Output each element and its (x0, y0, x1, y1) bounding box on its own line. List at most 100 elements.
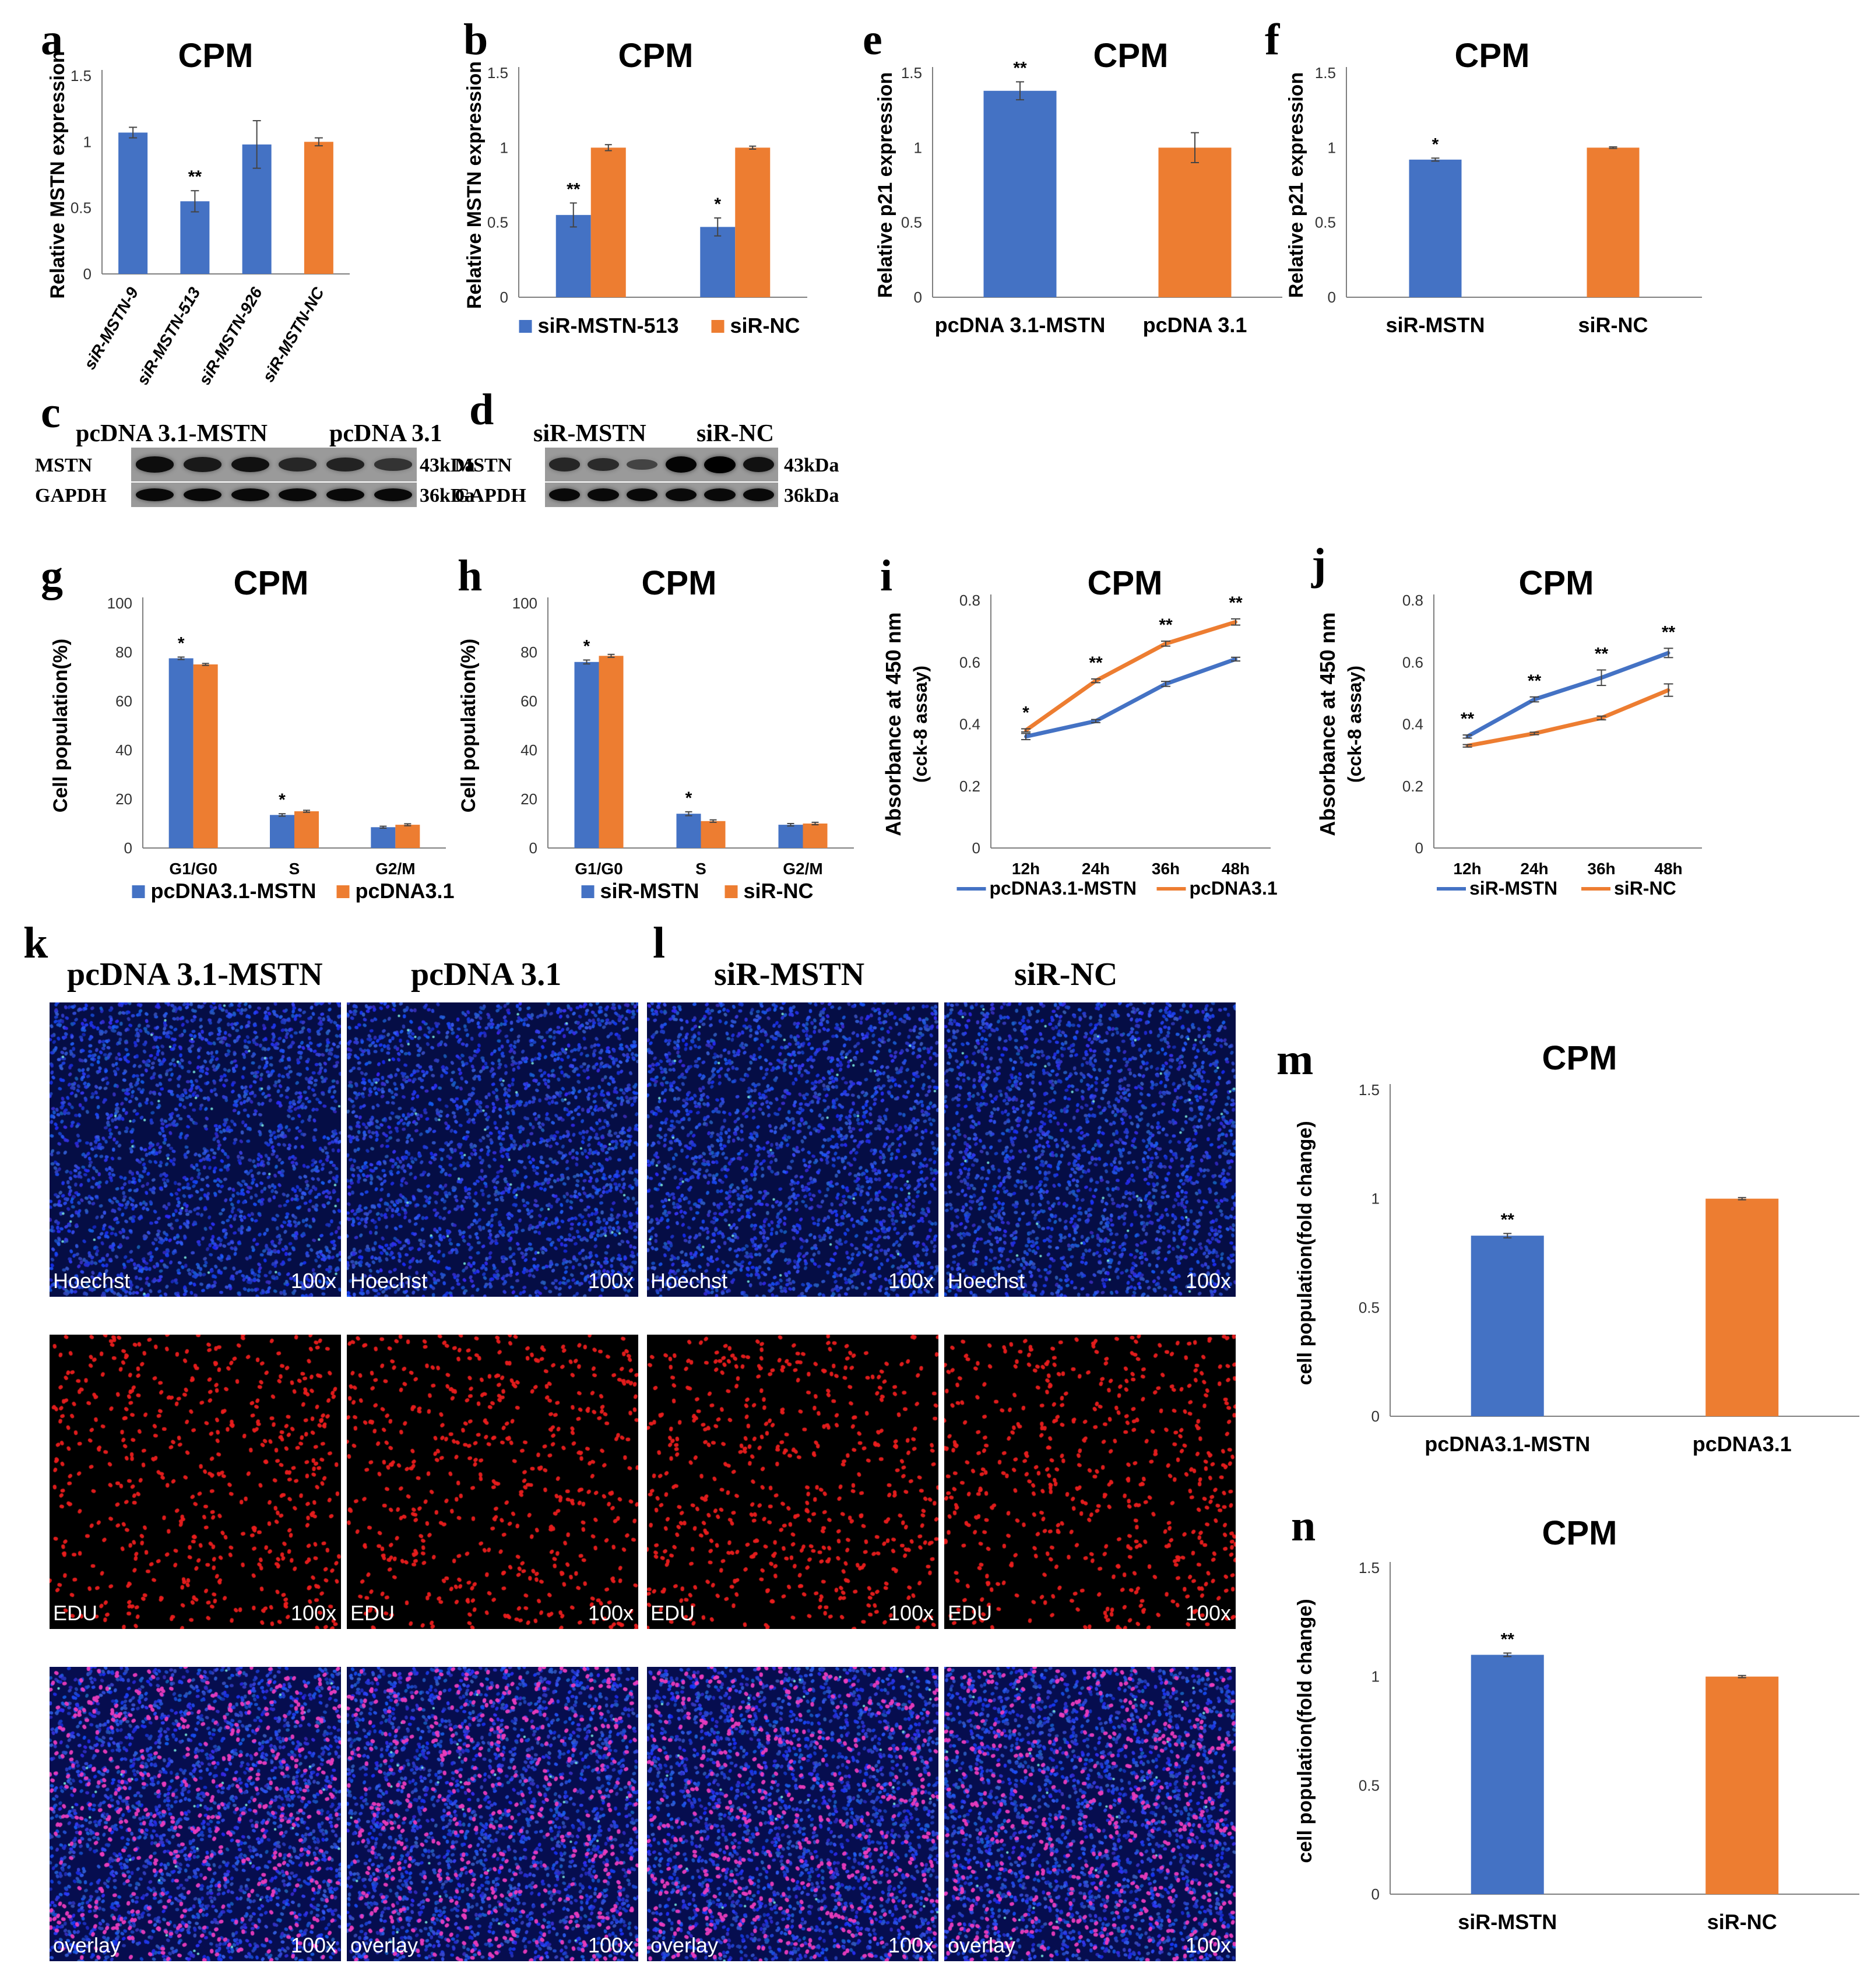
y-tick-label: 0 (1371, 1408, 1380, 1425)
bar-siR-NC (1587, 147, 1640, 298)
blot-band (326, 488, 365, 502)
significance-mark: * (583, 636, 590, 656)
chart-m: CPM 0 0.5 1 1.5 cell population(fold change) *… (1282, 1037, 1865, 1469)
panel-letter-l: l (653, 919, 666, 967)
legend-label: siR-NC (730, 314, 800, 337)
blot-d-mstn-strip (545, 448, 778, 481)
x-tick-label: 48h (1222, 860, 1250, 878)
y-tick-label: 0.2 (959, 777, 980, 795)
category-label: G2/M (783, 860, 822, 878)
micro-label: EDU (650, 1601, 695, 1625)
bar-siR-NC (735, 147, 771, 298)
blot-d-kda-1: 43kDa (784, 455, 839, 476)
bar-siR-NC (590, 147, 626, 298)
chart-f: CPM 0 0.5 1 1.5 Relative p21 expression * siR-M… (1276, 29, 1719, 356)
significance-mark: ** (1501, 1210, 1515, 1229)
micro-l2-hoechst: Hoechst 100x (944, 1002, 1236, 1297)
category-label: pcDNA 3.1-MSTN (935, 313, 1106, 337)
y-tick-label: 60 (115, 692, 132, 710)
micro-k2-edu-canvas (347, 1335, 638, 1629)
blot-band (136, 488, 174, 502)
chart-title: CPM (1519, 564, 1594, 602)
micro-mag: 100x (888, 1933, 934, 1957)
micro-l1-overlay-canvas (647, 1667, 938, 1961)
bar-pcDNA 3.1-MSTN (983, 90, 1057, 298)
blot-band (279, 458, 317, 472)
blot-band (588, 488, 619, 502)
y-tick-label: 1.5 (901, 64, 922, 82)
y-tick-label: 0 (914, 288, 922, 306)
micro-label: EDU (53, 1601, 98, 1625)
bar-pcDNA3.1 (193, 664, 218, 848)
y-tick-label: 100 (512, 594, 537, 612)
blot-band (665, 488, 697, 502)
y-axis-label: Absorbance at 450 nm (881, 612, 905, 836)
bar-siR-MSTN (1409, 159, 1462, 297)
micro-label: Hoechst (650, 1269, 728, 1293)
series-line-pcDNA3.1 (1024, 620, 1237, 732)
micro-mag: 100x (1185, 1269, 1231, 1293)
y-axis-label: Relative MSTN expression (463, 61, 486, 309)
blot-band (743, 488, 775, 502)
category-label: siR-MSTN (1458, 1910, 1557, 1934)
micro-label: overlay (53, 1933, 121, 1957)
micro-k-col1-head: pcDNA 3.1-MSTN (67, 956, 323, 993)
chart-h: CPM 0 20 40 60 80 100 Cell population(%) * G1/G0 *… (452, 560, 877, 909)
bar-pcDNA 3.1 (1158, 147, 1232, 298)
micro-l2-edu: EDU 100x (944, 1335, 1236, 1629)
category-label: siR-MSTN-513 (133, 284, 204, 385)
micro-label: EDU (350, 1601, 395, 1625)
chart-g: CPM 0 20 40 60 80 100 Cell population(%) * G1/G0 *… (44, 560, 463, 909)
legend-label: pcDNA3.1-MSTN (990, 878, 1137, 899)
bar-siR-NC (1705, 1676, 1779, 1894)
bar-siR-MSTN-513 (555, 214, 591, 297)
blot-band (326, 458, 365, 472)
y-tick-label: 80 (115, 643, 132, 661)
y-tick-label: 40 (115, 741, 132, 759)
y-tick-label: 0 (124, 839, 132, 857)
y-tick-label: 0.6 (959, 653, 980, 671)
y-axis-label-2: (cck-8 assay) (1344, 666, 1365, 783)
chart-a: CPM 0 0.5 1 1.5 Relative MSTN expression siR-M… (47, 29, 361, 385)
blot-band (627, 459, 658, 470)
panel-letter-g: g (41, 551, 63, 600)
panel-letter-b: b (463, 15, 488, 64)
y-axis-label: Relative p21 expression (1285, 72, 1307, 298)
blot-band (704, 488, 736, 502)
significance-mark: ** (1229, 593, 1243, 613)
chart-g-svg: CPM 0 20 40 60 80 100 Cell population(%) * G1/G0 *… (50, 564, 455, 903)
chart-m-svg: CPM 0 0.5 1 1.5 cell population(fold change) *… (1294, 1039, 1859, 1456)
y-tick-label: 0 (1415, 839, 1423, 857)
bar-siR-MSTN (1471, 1655, 1544, 1894)
category-label: siR-NC (1707, 1910, 1777, 1934)
micro-l2-hoechst-canvas (944, 1002, 1236, 1297)
micro-k1-hoechst: Hoechst 100x (50, 1002, 341, 1297)
micro-k1-hoechst-canvas (50, 1002, 341, 1297)
micro-mag: 100x (290, 1601, 336, 1625)
legend-label: pcDNA3.1 (356, 879, 455, 903)
y-tick-label: 0 (1328, 288, 1336, 306)
blot-d-head-2: siR-NC (697, 420, 774, 447)
series-line-pcDNA3.1-MSTN (1025, 657, 1237, 739)
micro-label: overlay (650, 1933, 719, 1957)
y-tick-label: 1 (914, 139, 922, 156)
bar-siR-MSTN (574, 662, 599, 848)
y-tick-label: 20 (520, 790, 537, 808)
chart-title: CPM (642, 564, 717, 602)
micro-l2-overlay: overlay 100x (944, 1667, 1236, 1961)
micro-l-col1-head: siR-MSTN (714, 956, 865, 993)
y-axis-label: Absorbance at 450 nm (1316, 612, 1339, 836)
y-tick-label: 0.4 (1402, 716, 1423, 733)
blot-d-kda-2: 36kDa (784, 485, 839, 506)
category-label: siR-MSTN-926 (195, 284, 266, 385)
micro-l1-overlay: overlay 100x (647, 1667, 938, 1961)
y-axis-label: cell population(fold change) (1294, 1599, 1316, 1863)
micro-label: overlay (350, 1933, 418, 1957)
significance-mark: ** (188, 167, 202, 187)
blot-c-head-1: pcDNA 3.1-MSTN (76, 420, 268, 447)
y-tick-label: 0.5 (901, 214, 922, 231)
y-axis-label: Cell population(%) (458, 639, 480, 812)
chart-title: CPM (618, 37, 694, 75)
category-label: G2/M (375, 860, 415, 878)
panel-letter-j: j (1311, 540, 1327, 589)
